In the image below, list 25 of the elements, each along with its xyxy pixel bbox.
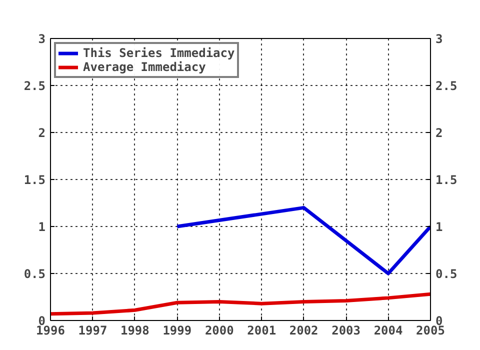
- y2-tick-label: 1.5: [436, 173, 458, 187]
- x-tick-label: 1998: [120, 324, 150, 338]
- x-tick-label: 1997: [78, 324, 108, 338]
- x-tick-label: 1999: [162, 324, 192, 338]
- y-tick-label: 0.5: [24, 267, 46, 281]
- y-tick-label: 3: [38, 32, 46, 46]
- y2-tick-label: 2.5: [436, 79, 458, 93]
- y2-tick-label: 2: [436, 126, 443, 140]
- y2-tick-label: 0.5: [436, 267, 458, 281]
- y2-tick-label: 1: [436, 220, 443, 234]
- y-tick-label: 2: [38, 126, 46, 140]
- x-tick-label: 1996: [36, 324, 65, 338]
- line-series: [50, 292, 430, 316]
- x-tick-label: 2005: [416, 324, 445, 338]
- x-tick-label: 2000: [204, 324, 234, 338]
- y2-tick-label: 3: [436, 32, 443, 46]
- x-tick-label: 2003: [332, 324, 361, 338]
- y-tick-label: 1: [38, 220, 46, 234]
- y-tick-label: 1.5: [24, 173, 46, 187]
- x-tick-label: 2004: [374, 324, 403, 338]
- x-tick-label: 2001: [247, 324, 276, 338]
- legend-label: This Series Immediacy: [83, 46, 235, 60]
- legend-label: Average Immediacy: [83, 60, 206, 74]
- x-tick-label: 2002: [289, 324, 318, 338]
- y-tick-label: 2.5: [24, 79, 46, 93]
